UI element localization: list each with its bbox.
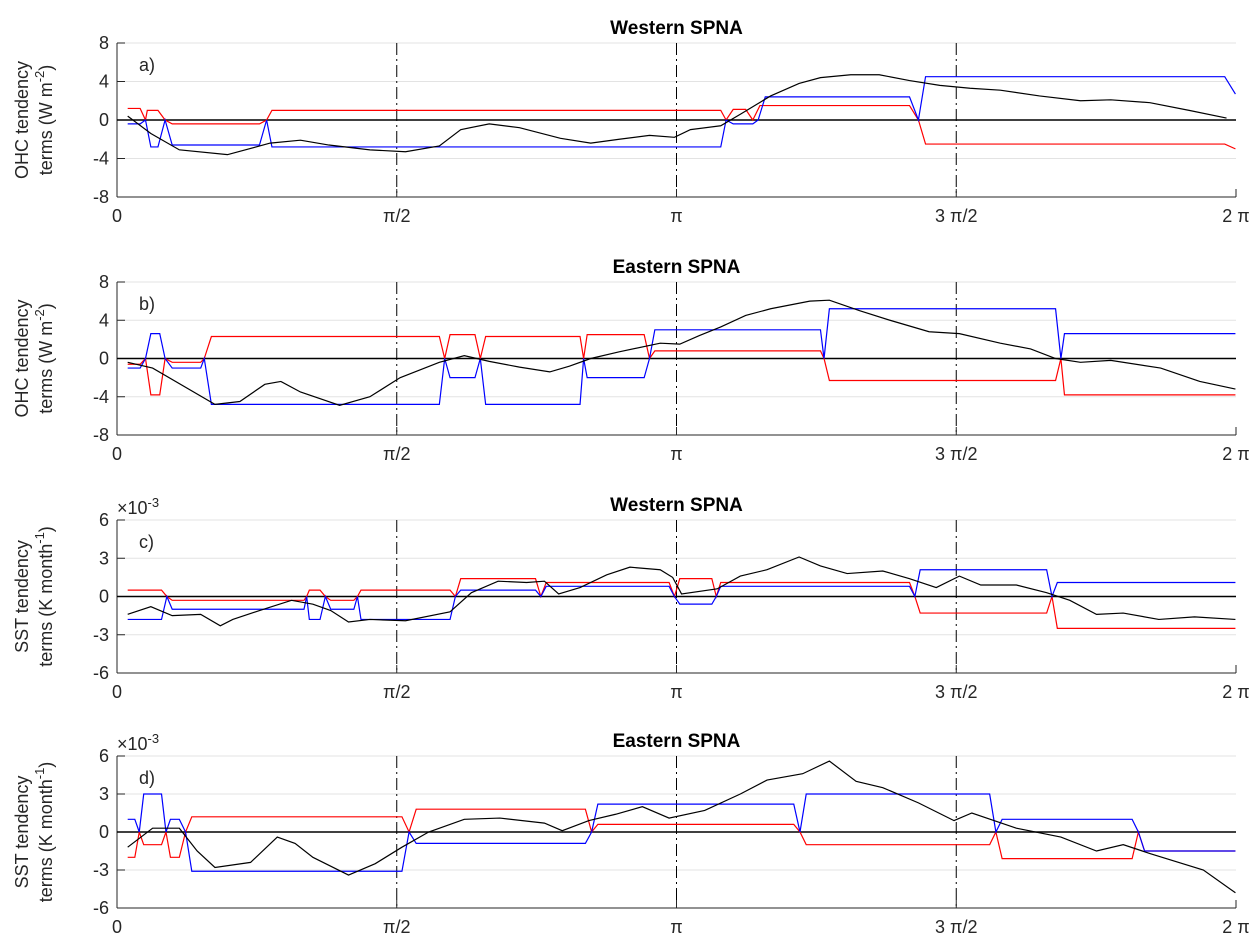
series-line [127, 569, 1236, 621]
y-label-close: ) [36, 303, 56, 309]
y-label-text: terms (K month [36, 544, 56, 667]
y-tick-label: 6 [99, 510, 109, 530]
series-line [127, 578, 1236, 629]
y-tick-label: 0 [99, 349, 109, 369]
x-tick-label: π [670, 917, 682, 937]
y-multiplier: ×10-3 [117, 495, 159, 518]
panel-label: d) [139, 768, 155, 788]
y-tick-label: 6 [99, 746, 109, 766]
x-tick-label: π [670, 682, 682, 702]
series-line [127, 76, 1236, 148]
y-label-line1: OHC tendency [12, 61, 32, 179]
y-tick-label: 3 [99, 548, 109, 568]
y-label-text: terms (K month [36, 779, 56, 902]
y-tick-label: -8 [93, 425, 109, 445]
y-tick-label: -4 [93, 149, 109, 169]
y-label-superscript: -1 [32, 532, 47, 544]
multiplier-exponent: -3 [148, 731, 160, 746]
series-line [127, 760, 1236, 894]
y-multiplier: ×10-3 [117, 731, 159, 754]
panel-label: a) [139, 55, 155, 75]
x-tick-label: π/2 [383, 206, 410, 226]
y-tick-label: -6 [93, 898, 109, 918]
x-tick-label: π/2 [383, 917, 410, 937]
y-tick-label: -3 [93, 625, 109, 645]
x-tick-label: 0 [112, 682, 122, 702]
y-tick-label: 8 [99, 272, 109, 292]
y-label-superscript: -1 [32, 768, 47, 780]
x-tick-label: 0 [112, 917, 122, 937]
panel-title: Eastern SPNA [613, 731, 741, 752]
x-tick-label: 2 π [1222, 444, 1249, 464]
x-tick-label: 3 π/2 [935, 206, 977, 226]
x-tick-label: π [670, 206, 682, 226]
y-label-close: ) [36, 526, 56, 532]
y-label-line2: terms (W m-2) [32, 303, 56, 414]
x-tick-label: 0 [112, 206, 122, 226]
panel-label: c) [139, 532, 154, 552]
panel-label: b) [139, 294, 155, 314]
x-tick-label: π/2 [383, 444, 410, 464]
series-line [127, 104, 1236, 150]
x-tick-label: 2 π [1222, 917, 1249, 937]
y-tick-label: 0 [99, 587, 109, 607]
y-label-line1: SST tendency [12, 776, 32, 889]
panel-title: Western SPNA [610, 495, 743, 516]
y-tick-label: 0 [99, 110, 109, 130]
panel-title: Western SPNA [610, 18, 743, 39]
multiplier-base: ×10 [117, 734, 148, 754]
multiplier-base: ×10 [117, 498, 148, 518]
y-label-text: terms (W m [36, 321, 56, 414]
series-line [127, 793, 1236, 872]
y-tick-label: 4 [99, 310, 109, 330]
multiplier-exponent: -3 [148, 495, 160, 510]
y-label-text: terms (W m [36, 82, 56, 175]
series-line [127, 308, 1236, 405]
x-tick-label: 2 π [1222, 206, 1249, 226]
y-tick-label: -8 [93, 187, 109, 207]
x-tick-label: π/2 [383, 682, 410, 702]
y-tick-label: -3 [93, 860, 109, 880]
y-label-line2: terms (W m-2) [32, 65, 56, 176]
x-tick-label: π [670, 444, 682, 464]
series-line [127, 808, 1236, 860]
y-label-line1: SST tendency [12, 540, 32, 653]
y-tick-label: -6 [93, 663, 109, 683]
panel-title: Eastern SPNA [613, 257, 741, 278]
series-line [127, 556, 1236, 627]
y-label-line2: terms (K month-1) [32, 526, 56, 667]
y-tick-label: -4 [93, 387, 109, 407]
y-label-close: ) [36, 65, 56, 71]
y-label-superscript: -2 [32, 71, 47, 83]
y-label-line1: OHC tendency [12, 299, 32, 417]
y-tick-label: 0 [99, 822, 109, 842]
y-label-line2: terms (K month-1) [32, 762, 56, 903]
y-label-superscript: -2 [32, 309, 47, 321]
x-tick-label: 2 π [1222, 682, 1249, 702]
series-line [127, 299, 1236, 406]
x-tick-label: 0 [112, 444, 122, 464]
x-tick-label: 3 π/2 [935, 917, 977, 937]
y-tick-label: 8 [99, 33, 109, 53]
x-tick-label: 3 π/2 [935, 444, 977, 464]
y-tick-label: 3 [99, 784, 109, 804]
y-tick-label: 4 [99, 72, 109, 92]
y-label-close: ) [36, 762, 56, 768]
series-line [127, 74, 1227, 156]
x-tick-label: 3 π/2 [935, 682, 977, 702]
